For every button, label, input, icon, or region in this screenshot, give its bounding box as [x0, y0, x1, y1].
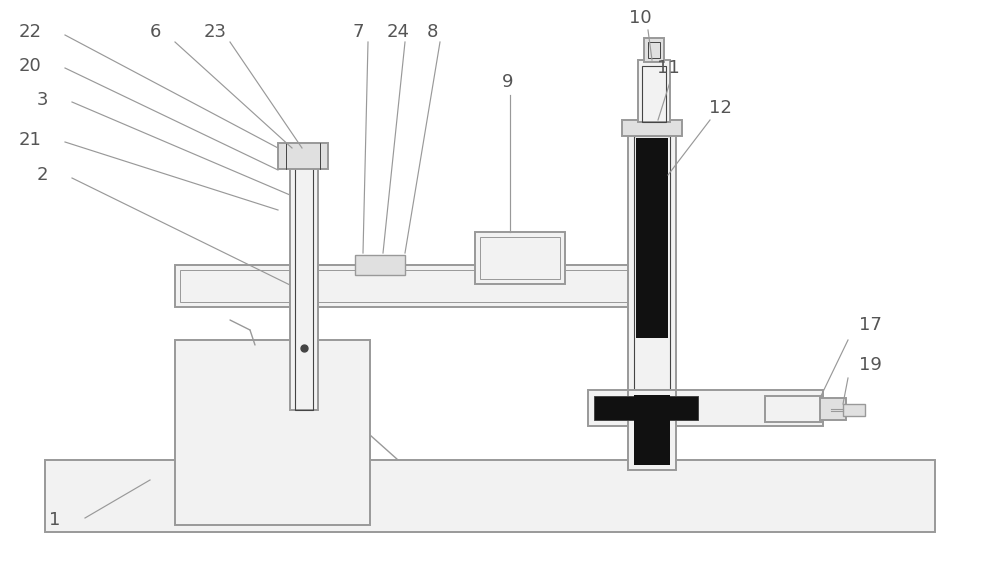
Text: 6: 6: [149, 23, 161, 41]
Text: 19: 19: [859, 356, 881, 374]
Bar: [45, 460, 935, 532]
Bar: [634, 136, 670, 391]
Text: 17: 17: [859, 316, 881, 334]
Bar: [480, 237, 560, 279]
Bar: [843, 404, 865, 416]
Text: 22: 22: [18, 23, 42, 41]
Bar: [355, 255, 405, 275]
Bar: [628, 130, 676, 395]
Bar: [278, 143, 328, 169]
Text: 24: 24: [386, 23, 410, 41]
Bar: [638, 60, 670, 122]
Bar: [628, 390, 676, 470]
Text: 1: 1: [49, 511, 61, 529]
Bar: [175, 340, 370, 525]
Bar: [180, 270, 670, 302]
Text: 7: 7: [352, 23, 364, 41]
Text: 9: 9: [502, 73, 514, 91]
Bar: [295, 155, 313, 410]
Bar: [634, 395, 670, 465]
Bar: [820, 398, 846, 420]
Bar: [642, 66, 666, 122]
Bar: [290, 150, 318, 410]
Bar: [175, 265, 675, 307]
Bar: [622, 120, 682, 136]
Text: 10: 10: [629, 9, 651, 27]
Text: 20: 20: [19, 57, 41, 75]
Bar: [594, 396, 636, 420]
Text: 21: 21: [19, 131, 41, 149]
Text: 3: 3: [36, 91, 48, 109]
Bar: [656, 396, 698, 420]
Text: 8: 8: [426, 23, 438, 41]
Bar: [765, 396, 823, 422]
Bar: [644, 38, 664, 62]
Bar: [588, 390, 823, 426]
Bar: [636, 138, 668, 338]
Text: 2: 2: [36, 166, 48, 184]
Text: 12: 12: [709, 99, 731, 117]
Text: 23: 23: [204, 23, 226, 41]
Text: 11: 11: [657, 59, 679, 77]
Bar: [648, 42, 660, 58]
Bar: [475, 232, 565, 284]
